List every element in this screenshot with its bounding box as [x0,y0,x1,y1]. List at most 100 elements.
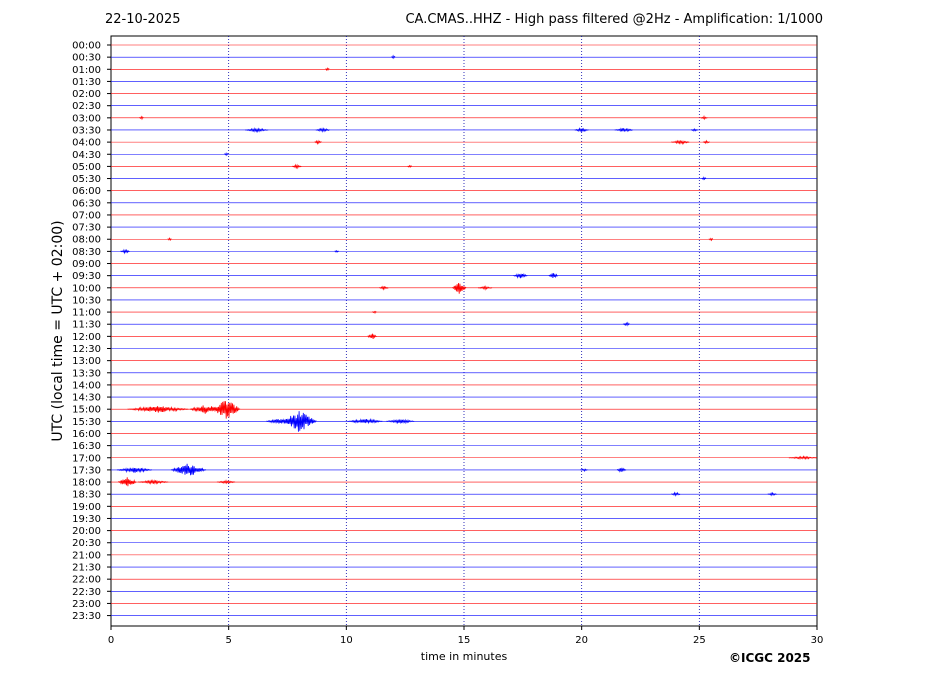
seismic-event-1100-25 [372,310,377,314]
chart-title: CA.CMAS..HHZ - High pass filtered @2Hz -… [405,12,823,27]
y-tick-label-2230: 22:30 [72,587,101,598]
vertical-grid [228,36,700,626]
seismic-event-1730-38 [580,468,588,473]
y-tick-label-2300: 23:00 [72,599,101,610]
seismic-event-1200-27 [367,333,377,339]
y-tick-label-2100: 21:00 [72,550,101,561]
y-tick-label-0830: 08:30 [72,247,101,258]
copyright-label: ©ICGC 2025 [729,651,811,665]
y-tick-label-1300: 13:00 [72,356,101,367]
y-tick-label-0630: 06:30 [72,198,101,209]
y-tick-label-1400: 14:00 [72,380,101,391]
y-tick-label-0930: 09:30 [72,271,101,282]
seismic-event-1500-30 [212,401,241,419]
seismic-event-1530-33 [347,418,383,425]
seismic-event-1130-26 [622,321,631,327]
y-tick-label-0700: 07:00 [72,210,101,221]
x-tick-label-30: 30 [811,635,824,646]
y-tick-label-1200: 12:00 [72,332,101,343]
seismic-event-0400-10 [671,139,690,145]
y-tick-label-0900: 09:00 [72,259,101,270]
seismic-event-0330-5 [315,127,330,133]
y-tick-label-0100: 01:00 [72,65,101,76]
seismic-event-1000-23 [452,282,467,294]
seismic-event-1530-32 [266,418,295,425]
seismic-event-0800-17 [708,237,714,242]
y-tick-label-0730: 07:30 [72,223,101,234]
x-axis-ticks: 0 5 10 15 20 25 30 [108,626,824,646]
seismic-event-1800-40 [117,477,137,487]
seismic-event-0400-9 [314,139,322,145]
y-tick-label-1830: 18:30 [72,490,101,501]
y-tick-label-0030: 00:30 [72,53,101,64]
y-tick-label-1100: 11:00 [72,308,101,319]
seismic-event-0530-15 [701,176,707,181]
seismic-event-1800-41 [138,479,169,485]
y-tick-label-1130: 11:30 [72,320,101,331]
y-axis-label: UTC (local time = UTC + 02:00) [50,220,66,441]
x-tick-label-5: 5 [225,635,231,646]
y-tick-label-0300: 03:00 [72,113,101,124]
y-tick-label-1630: 16:30 [72,441,101,452]
y-tick-label-2000: 20:00 [72,526,101,537]
seismic-event-0930-20 [513,273,528,279]
seismic-event-0330-8 [690,128,699,132]
y-tick-label-2030: 20:30 [72,538,101,549]
seismic-event-0430-12 [223,152,229,157]
y-tick-label-0430: 04:30 [72,150,101,161]
y-tick-label-1930: 19:30 [72,514,101,525]
y-tick-label-1700: 17:00 [72,453,101,464]
y-tick-label-2330: 23:30 [72,611,101,622]
y-tick-label-0130: 01:30 [72,77,101,88]
y-tick-label-0500: 05:00 [72,162,101,173]
seismic-event-1000-22 [379,285,389,291]
seismic-event-0300-2 [139,115,144,121]
y-tick-label-0330: 03:30 [72,125,101,136]
y-tick-label-0400: 04:00 [72,138,101,149]
y-tick-label-0530: 05:30 [72,174,101,185]
seismic-event-1830-44 [767,491,777,497]
x-tick-label-25: 25 [693,635,706,646]
seismic-event-0330-7 [614,127,633,133]
y-tick-label-1000: 10:00 [72,283,101,294]
seismic-event-1730-36 [116,467,152,474]
seismic-event-0830-18 [120,248,130,255]
y-tick-label-1530: 15:30 [72,417,101,428]
seismic-event-0300-3 [700,115,708,121]
y-axis-ticks: 00:0000:3001:0001:3002:0002:3003:0003:30… [72,41,111,622]
y-tick-label-1330: 13:30 [72,368,101,379]
y-tick-label-1500: 15:00 [72,405,101,416]
seismic-event-0100-1 [325,67,330,72]
y-tick-label-1030: 10:30 [72,295,101,306]
seismic-event-1000-24 [478,285,493,291]
seismic-event-1700-35 [788,455,817,460]
seismic-event-1500-28 [127,405,189,413]
y-tick-label-0600: 06:00 [72,186,101,197]
x-tick-label-10: 10 [340,635,353,646]
y-tick-label-0000: 00:00 [72,41,101,52]
x-axis-label: time in minutes [421,650,508,663]
seismic-event-0930-21 [548,273,559,279]
y-tick-label-1600: 16:00 [72,429,101,440]
y-tick-label-0230: 02:30 [72,101,101,112]
seismic-event-0330-6 [574,127,589,133]
seismic-event-1530-34 [386,418,415,425]
date-label: 22-10-2025 [105,12,181,27]
seismic-event-0330-4 [245,127,269,133]
seismic-event-0800-16 [167,237,172,242]
y-tick-label-2200: 22:00 [72,575,101,586]
seismic-event-1730-37 [170,463,207,476]
x-tick-label-20: 20 [575,635,588,646]
y-tick-label-0200: 02:00 [72,89,101,100]
seismic-event-1830-43 [670,491,681,497]
seismic-event-1730-39 [616,467,627,473]
y-tick-label-1430: 14:30 [72,393,101,404]
y-tick-label-0800: 08:00 [72,235,101,246]
x-tick-label-15: 15 [458,635,471,646]
y-tick-label-1730: 17:30 [72,465,101,476]
seismic-event-0500-13 [292,163,302,170]
y-tick-label-1230: 12:30 [72,344,101,355]
x-tick-label-0: 0 [108,635,114,646]
seismic-event-0500-14 [407,164,413,168]
